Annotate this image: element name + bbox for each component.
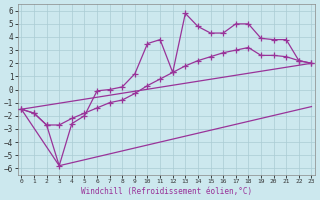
X-axis label: Windchill (Refroidissement éolien,°C): Windchill (Refroidissement éolien,°C): [81, 187, 252, 196]
